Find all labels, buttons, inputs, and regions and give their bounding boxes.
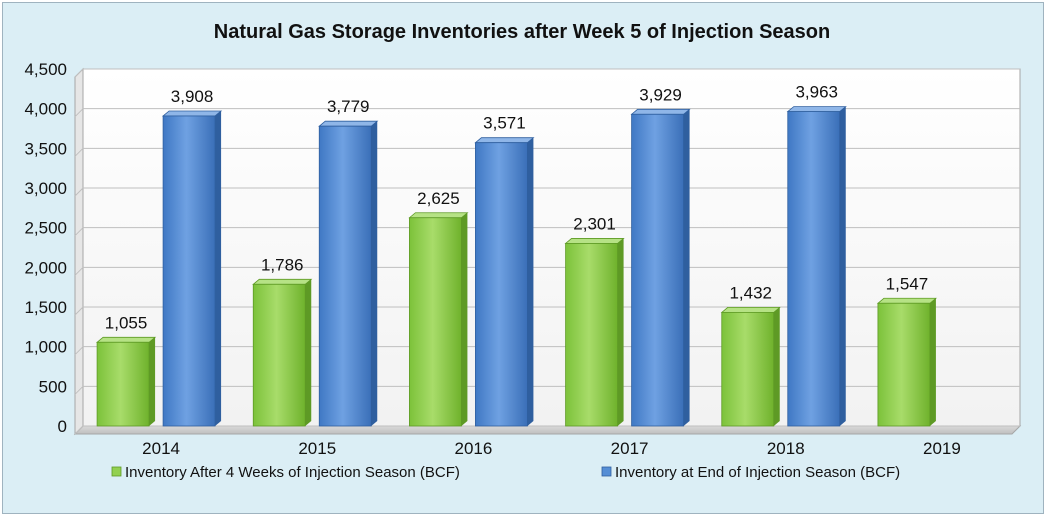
bar-top (786, 106, 847, 113)
bar-side (527, 137, 534, 426)
x-tick-label: 2016 (455, 439, 493, 458)
bar-side (305, 279, 312, 426)
bar (252, 283, 306, 427)
bar-side (371, 121, 378, 426)
bar-top (161, 110, 223, 117)
bar-side (215, 110, 222, 426)
gridline-side (74, 227, 84, 237)
plot-floor (73, 425, 1022, 435)
bar (787, 111, 841, 427)
bar-top (95, 336, 157, 343)
y-tick-label: 0 (58, 417, 67, 436)
x-tick-label: 2017 (611, 439, 649, 458)
y-tick-label: 1,500 (24, 298, 67, 317)
chart-title: Natural Gas Storage Inventories after We… (214, 21, 830, 43)
bar-side (149, 337, 156, 426)
y-tick-label: 3,500 (24, 139, 67, 158)
bars (95, 106, 938, 427)
gridline-side (74, 187, 84, 197)
gridline-side (74, 147, 84, 157)
data-label: 2,301 (573, 214, 616, 233)
bar-top (720, 306, 781, 313)
gridline-side (74, 266, 84, 276)
gridline-side (74, 306, 84, 316)
bar (409, 217, 462, 427)
bar (565, 243, 618, 427)
bar-side (617, 238, 624, 426)
bar-top (318, 120, 379, 127)
data-label: 3,779 (327, 97, 370, 116)
gridline-side (74, 385, 84, 395)
y-tick-label: 4,000 (24, 100, 67, 119)
plot-side-wall (74, 67, 84, 436)
y-tick-label: 4,500 (24, 60, 67, 79)
bar-side (839, 106, 846, 427)
plot-area (73, 67, 1022, 436)
y-tick-label: 1,000 (24, 338, 67, 357)
bar-side (773, 307, 780, 426)
bar-top (408, 212, 469, 219)
data-label: 3,908 (171, 87, 214, 106)
data-label: 2,625 (417, 189, 460, 208)
legend-label: Inventory at End of Injection Season (BC… (615, 464, 900, 481)
data-label: 1,547 (886, 274, 929, 293)
data-label: 1,786 (261, 255, 304, 274)
legend-label: Inventory After 4 Weeks of Injection Sea… (125, 464, 460, 481)
gridline-side (74, 68, 84, 78)
bar (96, 341, 150, 427)
y-tick-label: 500 (39, 377, 67, 396)
x-tick-label: 2015 (298, 439, 336, 458)
legend-swatch (601, 466, 612, 477)
bar-side (929, 298, 936, 426)
x-tick-label: 2019 (923, 439, 961, 458)
bar (162, 115, 216, 427)
bar-side (683, 109, 690, 427)
gridline-side (74, 108, 84, 118)
data-label: 3,929 (639, 85, 682, 104)
bar-side (461, 212, 468, 426)
gridline-side (74, 425, 84, 435)
bar (631, 113, 684, 427)
data-label: 3,963 (795, 83, 838, 102)
x-tick-label: 2018 (767, 439, 805, 458)
data-label: 3,571 (483, 114, 526, 133)
bar-top (630, 108, 691, 115)
y-tick-label: 3,000 (24, 179, 67, 198)
bar-top (474, 137, 535, 144)
y-axis: 0 500 1,000 1,500 2,000 2,500 3,000 3,500 4,000 4… (24, 60, 67, 436)
gridline-side (74, 346, 84, 356)
y-tick-label: 2,000 (24, 258, 67, 277)
data-labels: 1,055 3,908 1,786 3,779 2,625 3,571 2,301 3,929… (105, 83, 928, 333)
bar (475, 142, 528, 427)
bar (318, 125, 372, 427)
x-tick-label: 2014 (142, 439, 180, 458)
bar (877, 302, 931, 427)
legend: Inventory After 4 Weeks of Injection Sea… (111, 464, 900, 481)
data-label: 1,432 (729, 283, 772, 302)
data-label: 1,055 (105, 313, 148, 332)
bar-top (252, 278, 313, 285)
bar-top (564, 238, 625, 244)
bar (721, 311, 775, 427)
y-tick-label: 2,500 (24, 219, 67, 238)
x-axis: 2014 2015 2016 2017 2018 2019 (142, 439, 961, 458)
legend-swatch (111, 466, 122, 477)
bar-top (876, 297, 938, 304)
